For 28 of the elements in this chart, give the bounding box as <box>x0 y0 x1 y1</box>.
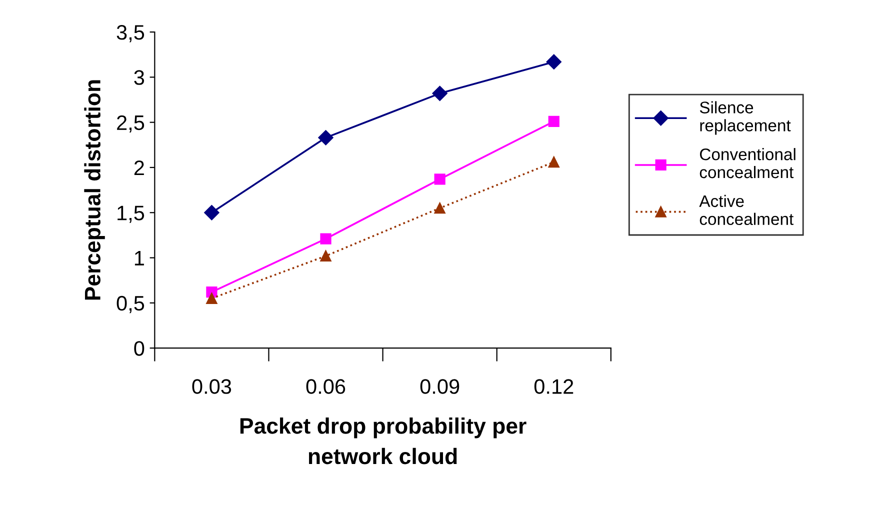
point <box>204 205 220 220</box>
legend-label: Silence replacement <box>700 101 791 135</box>
legend-label: Conventional concealment <box>700 148 796 178</box>
point <box>548 156 560 168</box>
x-axis-title: Packet drop probability per network cloud <box>240 417 526 464</box>
y-axis-title: Perceptual distortion <box>84 80 105 300</box>
y-tick-label: 2 <box>134 160 144 176</box>
point <box>434 174 446 185</box>
y-tick-label: 3,5 <box>116 25 144 42</box>
point <box>318 130 334 146</box>
y-tick-label: 2,5 <box>117 115 144 133</box>
y-tick-label: 0 <box>134 341 144 356</box>
x-tick-label: 0.09 <box>420 379 460 394</box>
point <box>320 250 332 262</box>
point <box>432 86 448 101</box>
point <box>434 202 446 214</box>
y-tick-label: 1 <box>134 250 144 266</box>
y-tick-label: 3 <box>134 70 144 85</box>
x-tick-label: 0.03 <box>192 379 232 394</box>
y-tick-label: 1,5 <box>118 206 144 223</box>
point <box>546 54 562 70</box>
y-tick-label: 0,5 <box>116 296 144 314</box>
point <box>548 116 560 127</box>
point <box>320 233 332 244</box>
x-tick-label: 0.06 <box>306 379 346 394</box>
x-tick-label: 0.12 <box>534 379 574 394</box>
point <box>206 292 218 304</box>
legend-label: Active concealment <box>699 194 794 226</box>
